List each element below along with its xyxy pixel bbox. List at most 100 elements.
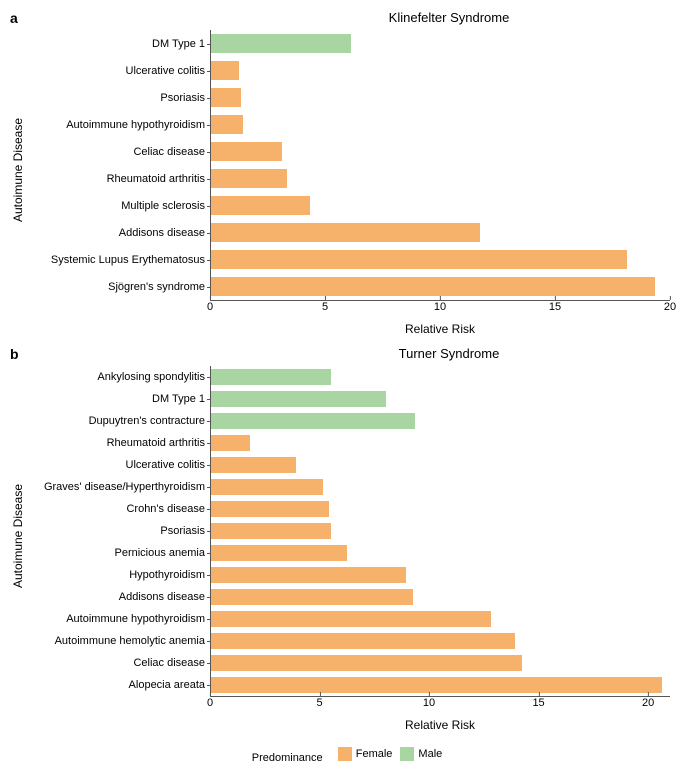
bar-label: DM Type 1 [16,38,211,50]
legend-label: Male [418,748,442,760]
bar-label: Rheumatoid arthritis [16,437,211,449]
bar [211,88,241,107]
plot-area-a: DM Type 1Ulcerative colitisPsoriasisAuto… [210,30,670,301]
x-tick: 20 [664,301,676,313]
bar-row: Rheumatoid arthritis [211,432,670,454]
panel-title-b: Turner Syndrome [210,346,688,361]
bar [211,250,627,269]
bar-row: Hypothyroidism [211,564,670,586]
bar-row: Psoriasis [211,84,670,111]
bar-row: Autoimmune hypothyroidism [211,608,670,630]
bar [211,277,655,296]
bar-row: Alopecia areata [211,674,670,696]
bar [211,435,250,451]
x-tick: 15 [549,301,561,313]
bar-label: Hypothyroidism [16,569,211,581]
bar [211,677,662,693]
x-axis-title-b: Relative Risk [405,718,475,732]
bar-label: Autoimmune hypothyroidism [16,119,211,131]
bar-label: Autoimmune hypothyroidism [16,613,211,625]
bar-label: Alopecia areata [16,679,211,691]
x-axis-b: Relative Risk 0 5 10 15 20 [210,697,670,732]
bar-row: Ulcerative colitis [211,454,670,476]
bar [211,61,239,80]
bar-label: Ulcerative colitis [16,459,211,471]
bar-row: DM Type 1 [211,388,670,410]
bar [211,479,323,495]
x-axis-title-a: Relative Risk [405,322,475,336]
bar-label: DM Type 1 [16,393,211,405]
bar-label: Sjögren's syndrome [16,281,211,293]
bar [211,457,296,473]
figure: a Klinefelter Syndrome Autoimune Disease… [10,10,688,764]
x-tick: 5 [322,301,328,313]
bar-label: Celiac disease [16,146,211,158]
x-tick: 15 [532,697,544,709]
bar-row: Pernicious anemia [211,542,670,564]
bar-row: Celiac disease [211,652,670,674]
x-tick: 10 [434,301,446,313]
x-tick: 0 [207,697,213,709]
bar-label: Psoriasis [16,525,211,537]
bar [211,391,386,407]
bar-label: Graves' disease/Hyperthyroidism [16,481,211,493]
bar-label: Dupuytren's contracture [16,415,211,427]
panel-label-a: a [10,10,18,26]
bar [211,611,491,627]
bar [211,115,243,134]
legend-item: Male [400,747,442,761]
panel-title-a: Klinefelter Syndrome [210,10,688,25]
bar-label: Ulcerative colitis [16,65,211,77]
legend-label: Female [356,748,393,760]
bar [211,633,515,649]
bar-label: Rheumatoid arthritis [16,173,211,185]
bar [211,196,310,215]
bar-row: Addisons disease [211,586,670,608]
bar-row: Ankylosing spondylitis [211,366,670,388]
plot-area-b: Ankylosing spondylitisDM Type 1Dupuytren… [210,366,670,697]
bar [211,142,282,161]
x-axis-a: Relative Risk 05101520 [210,301,670,336]
bar-row: Multiple sclerosis [211,192,670,219]
x-tick: 20 [642,697,654,709]
bar-row: Ulcerative colitis [211,57,670,84]
bar [211,34,351,53]
bar-row: Crohn's disease [211,498,670,520]
bar [211,523,331,539]
bar-label: Multiple sclerosis [16,200,211,212]
bar-row: Celiac disease [211,138,670,165]
bar [211,589,413,605]
panel-a: a Klinefelter Syndrome Autoimune Disease… [10,10,688,336]
legend-swatch [400,747,414,761]
x-tick: 10 [423,697,435,709]
bar [211,501,329,517]
x-tick: 0 [207,301,213,313]
bar [211,413,415,429]
legend-title: Predominance [252,752,323,764]
bar-label: Ankylosing spondylitis [16,371,211,383]
bar [211,369,331,385]
bar-row: Rheumatoid arthritis [211,165,670,192]
panel-b: b Turner Syndrome Autoimune Disease Anky… [10,346,688,732]
bar [211,223,480,242]
legend: Predominance Female Male [10,747,688,764]
bar [211,169,287,188]
bar-label: Pernicious anemia [16,547,211,559]
bar-row: Autoimmune hypothyroidism [211,111,670,138]
bar-label: Autoimmune hemolytic anemia [16,635,211,647]
bar [211,655,522,671]
bar-label: Psoriasis [16,92,211,104]
bar-row: Autoimmune hemolytic anemia [211,630,670,652]
bar-label: Addisons disease [16,227,211,239]
bar-row: Graves' disease/Hyperthyroidism [211,476,670,498]
bar-label: Crohn's disease [16,503,211,515]
bar-row: Addisons disease [211,219,670,246]
bar [211,545,347,561]
bar [211,567,406,583]
panel-label-b: b [10,346,19,362]
bar-label: Celiac disease [16,657,211,669]
bar-row: DM Type 1 [211,30,670,57]
bar-row: Dupuytren's contracture [211,410,670,432]
legend-swatch [338,747,352,761]
x-tick: 5 [316,697,322,709]
